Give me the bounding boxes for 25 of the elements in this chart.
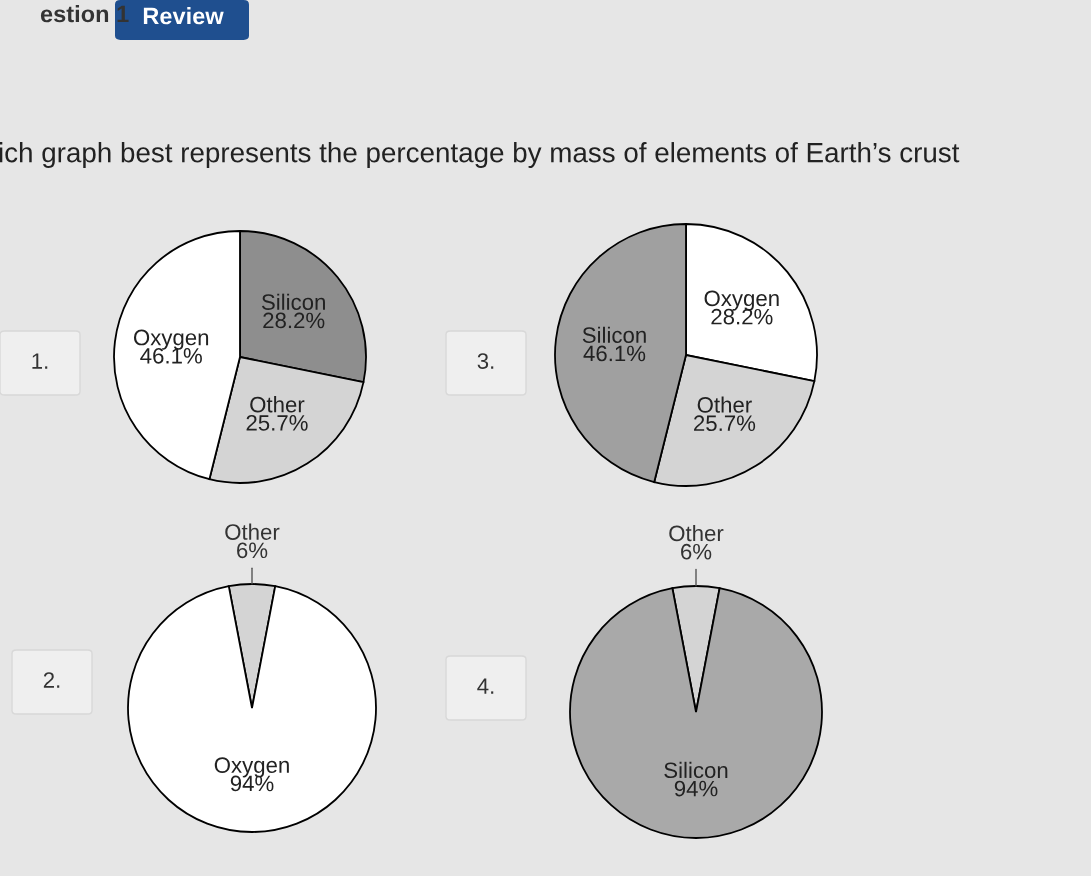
slice-label: Oxygen [133,329,209,350]
data-label: 46.1% [583,345,646,362]
data-label: 6% [237,542,268,559]
text: estion 1 [40,5,129,23]
data-label: 94% [674,780,718,797]
slice-label: Silicon [582,326,646,344]
pie-slice [127,585,377,833]
text: 2. [43,672,60,688]
slice-label: Silicon [664,761,728,779]
text: Review [143,7,224,25]
slice-label: Other [250,396,305,413]
data-label: 25.7% [694,415,756,432]
slice-label: Other [225,523,280,540]
slice-label: Silicon [261,293,325,310]
data-label: 28.2% [263,312,325,329]
slice-label: Other [669,524,724,542]
slice-label: Other [697,396,752,413]
text: 4. [477,678,494,694]
text: 3. [477,353,494,369]
data-label: 25.7% [246,415,308,431]
text: ich graph best represents the percentage by mass of elements of Earth’s crust [0,142,960,168]
text: 1. [32,353,48,369]
data-label: 6% [681,543,712,560]
data-label: 46.1% [140,347,202,364]
pie-slice [569,587,823,839]
